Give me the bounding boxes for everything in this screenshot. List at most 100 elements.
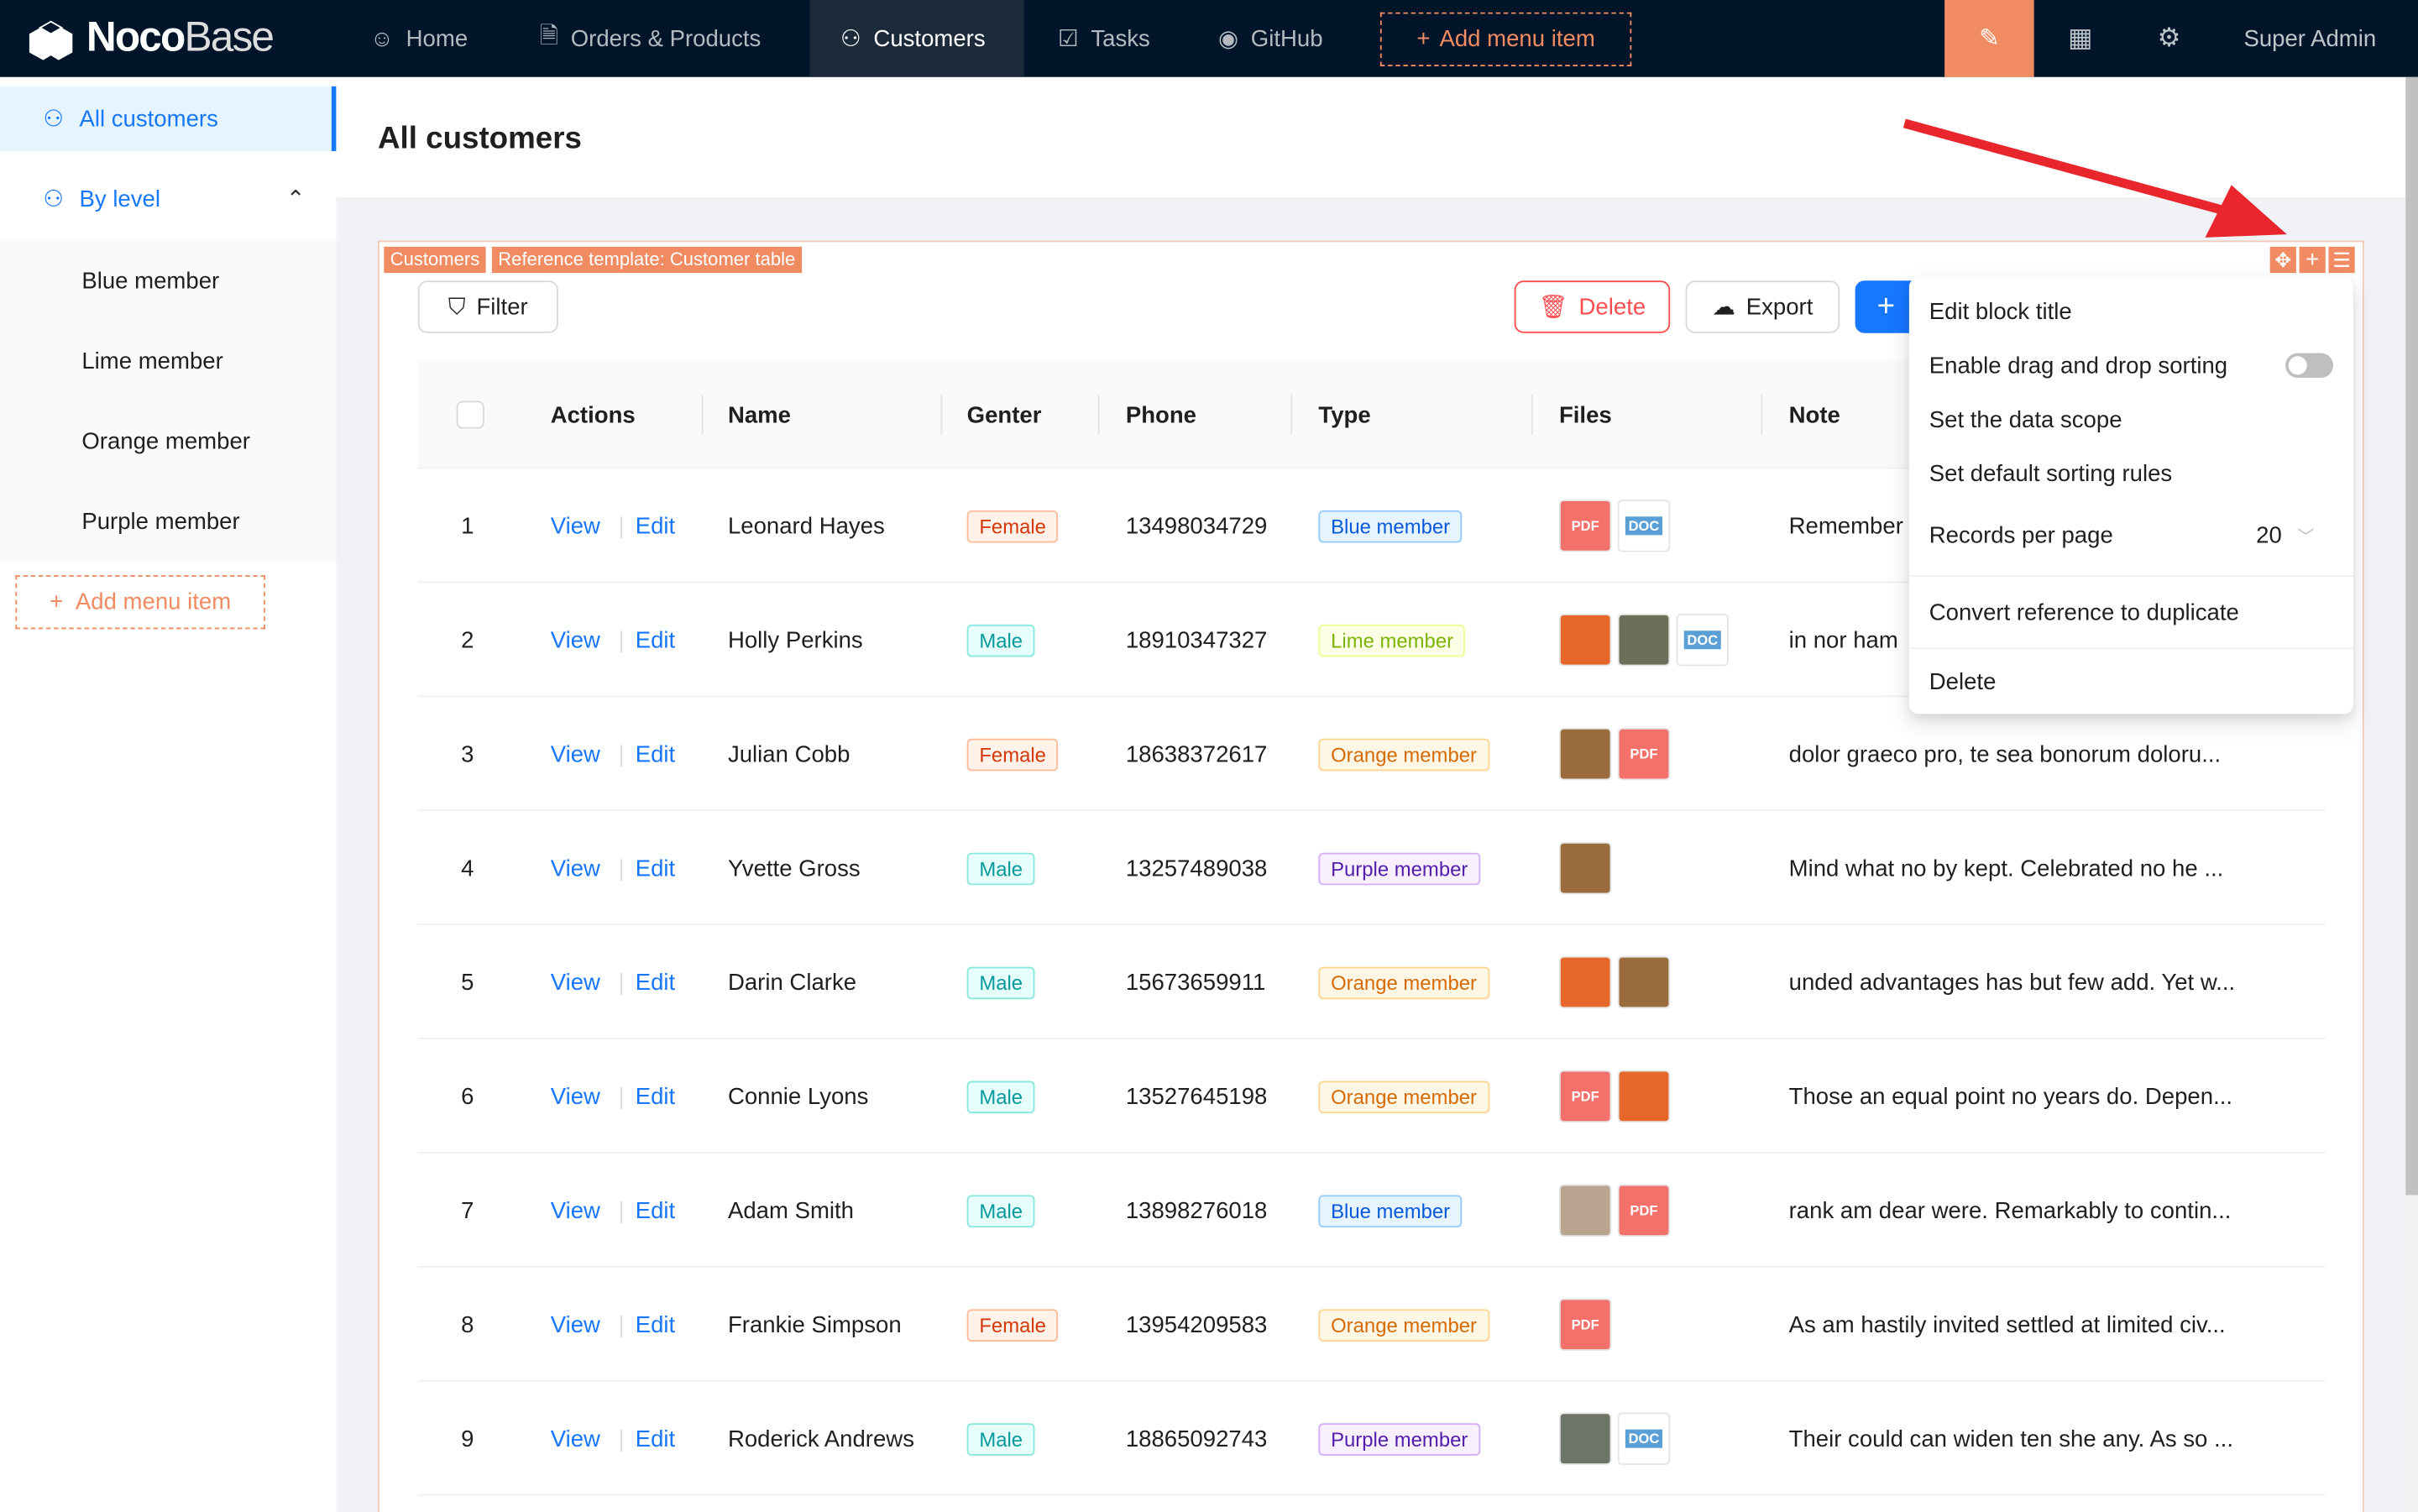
table-row[interactable]: 6 View | Edit Connie Lyons Male 13527645… bbox=[417, 1039, 2326, 1154]
delete-button[interactable]: 🗑 Delete bbox=[1514, 280, 1671, 333]
checkbox-icon: ☑ bbox=[1058, 26, 1079, 53]
menu-item-set-data-scope[interactable]: Set the data scope bbox=[1929, 406, 2122, 434]
view-link[interactable]: View bbox=[550, 1311, 600, 1338]
edit-link[interactable]: Edit bbox=[635, 1197, 676, 1224]
edit-link[interactable]: Edit bbox=[635, 740, 676, 767]
file-thumbnail-img-market[interactable] bbox=[1558, 841, 1612, 895]
view-link[interactable]: View bbox=[550, 626, 600, 653]
nav-customers[interactable]: ⚇ Customers bbox=[809, 0, 1024, 77]
files-cell: PDF DOC bbox=[1558, 468, 1677, 583]
nav-label: Customers bbox=[873, 25, 986, 52]
logo[interactable]: Noco Base bbox=[24, 13, 275, 62]
file-thumbnail-img-market[interactable] bbox=[1617, 955, 1671, 1009]
file-thumbnail-pdf[interactable]: PDF bbox=[1558, 500, 1612, 552]
column-header-actions[interactable]: Actions bbox=[550, 401, 636, 428]
view-link[interactable]: View bbox=[550, 1083, 600, 1110]
table-row[interactable]: 1 View | Edit Leonard Hayes Female 13498… bbox=[417, 468, 2326, 583]
menu-item-set-sorting-rules[interactable]: Set default sorting rules bbox=[1929, 461, 2173, 488]
file-thumbnail-doc[interactable]: DOC bbox=[1617, 500, 1671, 552]
column-header-files[interactable]: Files bbox=[1558, 401, 1612, 428]
file-thumbnail-pdf[interactable]: PDF bbox=[1617, 727, 1671, 781]
file-thumbnail-img-orange[interactable] bbox=[1558, 614, 1612, 667]
nav-orders-products[interactable]: 🗎 Orders & Products bbox=[509, 0, 792, 77]
column-header-name[interactable]: Name bbox=[727, 401, 791, 428]
column-header-type[interactable]: Type bbox=[1318, 401, 1371, 428]
nav-github[interactable]: ◉ GitHub bbox=[1187, 0, 1353, 77]
edit-link[interactable]: Edit bbox=[635, 855, 676, 882]
phone: 15673659911 bbox=[1125, 969, 1266, 996]
edit-link[interactable]: Edit bbox=[635, 1311, 676, 1338]
settings-button[interactable]: ⚙ bbox=[2158, 0, 2181, 77]
table-row[interactable]: 5 View | Edit Darin Clarke Male 15673659… bbox=[417, 925, 2326, 1039]
view-link[interactable]: View bbox=[550, 969, 600, 996]
sidebar-item-all-customers[interactable]: ⚇ All customers bbox=[0, 86, 337, 152]
file-thumbnail-doc[interactable]: DOC bbox=[1676, 614, 1729, 667]
sidebar-item-by-level[interactable]: ⚇ By level ⌃ bbox=[0, 166, 336, 231]
sidebar-add-menu-item-button[interactable]: + Add menu item bbox=[15, 575, 265, 630]
file-thumbnail-img-grain[interactable] bbox=[1558, 1184, 1612, 1237]
menu-item-edit-block-title[interactable]: Edit block title bbox=[1929, 299, 2072, 326]
file-thumbnail-pdf[interactable]: PDF bbox=[1617, 1184, 1671, 1237]
table-row[interactable]: 8 View | Edit Frankie Simpson Female 139… bbox=[417, 1268, 2326, 1382]
sidebar-item-purple-member[interactable]: Purple member bbox=[0, 489, 336, 553]
logo-text-bold: Noco bbox=[86, 13, 186, 60]
file-thumbnail-img-orange[interactable] bbox=[1617, 1070, 1671, 1123]
filter-button[interactable]: ⛉ Filter bbox=[417, 280, 558, 333]
column-header-note[interactable]: Note bbox=[1788, 401, 1840, 428]
add-block-icon[interactable]: + bbox=[2299, 246, 2326, 274]
page-scrollbar[interactable] bbox=[2405, 76, 2418, 1512]
edit-link[interactable]: Edit bbox=[635, 1083, 676, 1110]
column-divider bbox=[940, 395, 943, 435]
file-thumbnail-pdf[interactable]: PDF bbox=[1558, 1070, 1612, 1123]
plugin-manager-button[interactable]: ▦ bbox=[2068, 0, 2093, 77]
menu-item-enable-drag-sort[interactable]: Enable drag and drop sorting bbox=[1929, 353, 2228, 379]
file-thumbnail-doc[interactable]: DOC bbox=[1617, 1412, 1671, 1465]
menu-item-records-per-page[interactable]: Records per page bbox=[1929, 522, 2113, 549]
column-header-phone[interactable]: Phone bbox=[1125, 401, 1197, 428]
file-check-icon: 🗎 bbox=[539, 22, 559, 49]
edit-link[interactable]: Edit bbox=[635, 969, 676, 996]
view-link[interactable]: View bbox=[550, 740, 600, 767]
file-thumbnail-img-street[interactable] bbox=[1558, 1412, 1612, 1465]
drag-handle-icon[interactable]: ✥ bbox=[2269, 246, 2296, 274]
add-new-button[interactable]: + bbox=[1855, 280, 1918, 333]
edit-link[interactable]: Edit bbox=[635, 1426, 676, 1452]
menu-item-delete[interactable]: Delete bbox=[1929, 669, 1997, 696]
column-header-gender[interactable]: Genter bbox=[966, 401, 1042, 428]
filter-icon: ⛉ bbox=[447, 293, 466, 321]
drag-sort-toggle[interactable] bbox=[2285, 353, 2333, 379]
file-thumbnail-img-market[interactable] bbox=[1558, 727, 1612, 781]
phone: 18865092743 bbox=[1125, 1426, 1268, 1452]
export-button[interactable]: ☁ Export bbox=[1685, 280, 1840, 333]
edit-link[interactable]: Edit bbox=[635, 626, 676, 653]
nav-home[interactable]: ☺ Home bbox=[339, 0, 499, 77]
sidebar-item-lime-member[interactable]: Lime member bbox=[0, 328, 336, 393]
table-row[interactable]: 9 View | Edit Roderick Andrews Male 1886… bbox=[417, 1382, 2326, 1496]
view-link[interactable]: View bbox=[550, 512, 600, 539]
logo-icon bbox=[29, 19, 73, 60]
files-cell: PDF bbox=[1558, 1039, 1677, 1154]
ui-editor-toggle-button[interactable]: ✎ bbox=[1944, 0, 2034, 77]
file-thumbnail-img-grape[interactable] bbox=[1617, 614, 1671, 667]
select-all-checkbox[interactable] bbox=[456, 361, 484, 469]
user-menu[interactable]: Super Admin bbox=[2243, 0, 2376, 77]
view-link[interactable]: View bbox=[550, 1426, 600, 1452]
table-row[interactable]: 3 View | Edit Julian Cobb Female 1863837… bbox=[417, 697, 2326, 812]
view-link[interactable]: View bbox=[550, 855, 600, 882]
table-row[interactable]: 7 View | Edit Adam Smith Male 1389827601… bbox=[417, 1154, 2326, 1268]
sidebar-item-orange-member[interactable]: Orange member bbox=[0, 409, 336, 473]
view-link[interactable]: View bbox=[550, 1197, 600, 1224]
menu-item-convert-reference[interactable]: Convert reference to duplicate bbox=[1929, 599, 2239, 626]
gender-tag: Male bbox=[966, 965, 1035, 999]
nav-label: Tasks bbox=[1091, 25, 1150, 52]
table-row[interactable]: 4 View | Edit Yvette Gross Male 13257489… bbox=[417, 811, 2326, 926]
menu-icon[interactable]: ☰ bbox=[2328, 246, 2355, 274]
nav-tasks[interactable]: ☑ Tasks bbox=[1027, 0, 1180, 77]
file-thumbnail-pdf[interactable]: PDF bbox=[1558, 1298, 1612, 1351]
records-per-page-select[interactable]: 20 ﹀ bbox=[2256, 523, 2314, 549]
edit-link[interactable]: Edit bbox=[635, 512, 676, 539]
sidebar-item-blue-member[interactable]: Blue member bbox=[0, 249, 336, 313]
file-thumbnail-img-orange[interactable] bbox=[1558, 955, 1612, 1009]
add-menu-item-button[interactable]: + Add menu item bbox=[1379, 12, 1632, 66]
table-row[interactable]: 2 View | Edit Holly Perkins Male 1891034… bbox=[417, 583, 2326, 698]
